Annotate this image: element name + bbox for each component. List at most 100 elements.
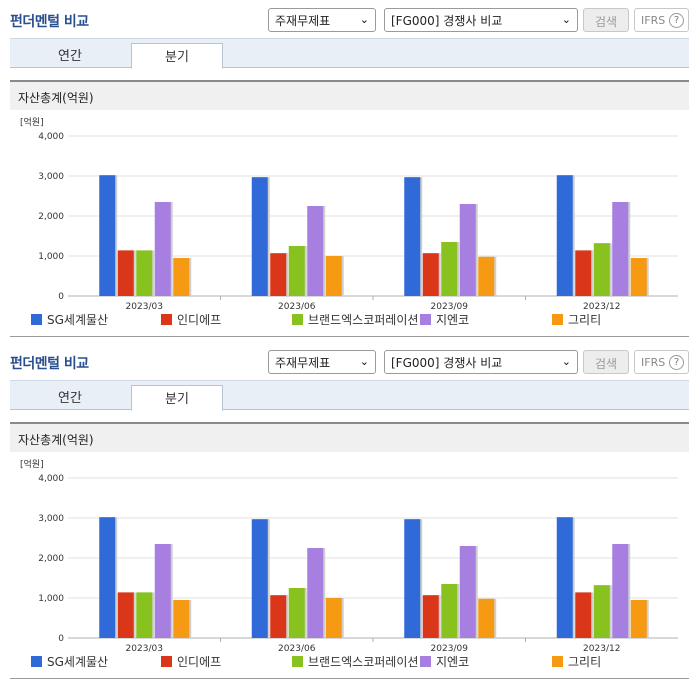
bar: [422, 595, 439, 638]
bar: [251, 519, 268, 638]
fundamental-panel-2: 펀더멘털 비교 주재무제표 ⌄ [FG000] 경쟁사 비교 ⌄ 검색 IFRS…: [0, 342, 696, 684]
question-icon: ?: [669, 13, 684, 28]
statement-type-select[interactable]: 주재무제표 ⌄: [268, 350, 376, 374]
legend-label: 그리티: [568, 313, 602, 327]
bar: [478, 598, 495, 638]
bar: [173, 258, 190, 296]
legend-swatch: [31, 314, 42, 325]
search-button[interactable]: 검색: [583, 8, 629, 32]
bar: [612, 202, 629, 296]
bar: [404, 519, 421, 638]
total-assets-chart: [억원] 0 1,000 2,000 3,000 4,000 2023/03 2023/06 2…: [10, 452, 689, 652]
bar: [441, 584, 458, 638]
x-tick-label: 2023/03: [126, 644, 163, 652]
legend-label: 지엔코: [436, 655, 470, 669]
chart-legend: SG세계물산 인디에프 브랜드엑스코퍼레이션 지엔코 그리티: [10, 311, 689, 329]
bar: [575, 250, 592, 296]
peer-group-value: [FG000] 경쟁사 비교: [391, 14, 503, 28]
bar: [136, 592, 153, 638]
tab-annual[interactable]: 연간: [58, 391, 82, 406]
legend-item[interactable]: 브랜드엑스코퍼레이션: [292, 311, 418, 328]
bar: [630, 258, 647, 296]
bar: [478, 256, 495, 296]
legend-swatch: [552, 656, 563, 667]
bar: [556, 175, 573, 296]
bar: [575, 592, 592, 638]
bar: [307, 548, 324, 638]
bar: [593, 585, 610, 638]
legend-swatch: [161, 314, 172, 325]
unit-label: [억원]: [20, 116, 44, 128]
legend-label: 지엔코: [436, 313, 470, 327]
bar: [173, 600, 190, 638]
legend-item[interactable]: 지엔코: [420, 311, 469, 328]
divider: [10, 336, 689, 337]
y-tick-label: 3,000: [38, 514, 64, 524]
y-tick-label: 1,000: [38, 252, 64, 262]
peer-group-value: [FG000] 경쟁사 비교: [391, 356, 503, 370]
bar: [325, 598, 342, 638]
panel-title: 펀더멘털 비교: [10, 356, 89, 372]
question-icon: ?: [669, 355, 684, 370]
tab-annual[interactable]: 연간: [58, 49, 82, 64]
bar: [441, 242, 458, 296]
search-button[interactable]: 검색: [583, 350, 629, 374]
legend-item[interactable]: 그리티: [552, 311, 601, 328]
unit-label: [억원]: [20, 458, 44, 470]
bar: [154, 202, 171, 296]
bar: [136, 250, 153, 296]
chart-legend: SG세계물산 인디에프 브랜드엑스코퍼레이션 지엔코 그리티: [10, 653, 689, 671]
bar: [288, 246, 305, 296]
ifrs-help-button[interactable]: IFRS ?: [634, 8, 689, 32]
period-tabs: 연간 분기: [10, 38, 689, 69]
legend-item[interactable]: 인디에프: [161, 653, 221, 670]
total-assets-chart: [억원] 0 1,000 2,000 3,000 4,000 2023/03 2023/06 2…: [10, 110, 689, 310]
tab-quarterly[interactable]: 분기: [131, 43, 223, 69]
period-tabs: 연간 분기: [10, 380, 689, 411]
legend-item[interactable]: SG세계물산: [31, 311, 108, 328]
legend-item[interactable]: 브랜드엑스코퍼레이션: [292, 653, 418, 670]
y-tick-label: 4,000: [38, 474, 64, 484]
bar: [556, 517, 573, 638]
bar: [612, 544, 629, 638]
legend-item[interactable]: SG세계물산: [31, 653, 108, 670]
y-tick-label: 4,000: [38, 132, 64, 142]
legend-swatch: [292, 656, 303, 667]
legend-swatch: [420, 314, 431, 325]
x-tick-label: 2023/06: [278, 302, 316, 310]
y-tick-label: 1,000: [38, 594, 64, 604]
chart-title: 자산총계(억원): [10, 422, 689, 452]
y-tick-label: 0: [58, 292, 64, 302]
peer-group-select[interactable]: [FG000] 경쟁사 비교 ⌄: [384, 350, 578, 374]
chevron-down-icon: ⌄: [561, 355, 571, 368]
panel-title: 펀더멘털 비교: [10, 14, 89, 30]
y-tick-label: 3,000: [38, 172, 64, 182]
legend-swatch: [31, 656, 42, 667]
legend-item[interactable]: 지엔코: [420, 653, 469, 670]
tab-quarterly[interactable]: 분기: [131, 385, 223, 411]
legend-label: SG세계물산: [47, 655, 109, 669]
bar: [459, 546, 476, 638]
ifrs-label: IFRS: [641, 14, 666, 27]
bar: [630, 600, 647, 638]
bar: [404, 177, 421, 296]
ifrs-help-button[interactable]: IFRS ?: [634, 350, 689, 374]
legend-item[interactable]: 그리티: [552, 653, 601, 670]
legend-swatch: [292, 314, 303, 325]
bar: [117, 592, 134, 638]
legend-label: SG세계물산: [47, 313, 109, 327]
bar: [154, 544, 171, 638]
y-tick-label: 2,000: [38, 212, 64, 222]
legend-label: 브랜드엑스코퍼레이션: [308, 313, 419, 327]
peer-group-select[interactable]: [FG000] 경쟁사 비교 ⌄: [384, 8, 578, 32]
legend-swatch: [552, 314, 563, 325]
ifrs-label: IFRS: [641, 356, 666, 369]
statement-type-select[interactable]: 주재무제표 ⌄: [268, 8, 376, 32]
legend-item[interactable]: 인디에프: [161, 311, 221, 328]
y-tick-label: 2,000: [38, 554, 64, 564]
bar: [459, 204, 476, 296]
x-tick-label: 2023/12: [583, 644, 620, 652]
statement-type-value: 주재무제표: [275, 14, 331, 28]
legend-label: 브랜드엑스코퍼레이션: [308, 655, 419, 669]
bar: [251, 177, 268, 296]
